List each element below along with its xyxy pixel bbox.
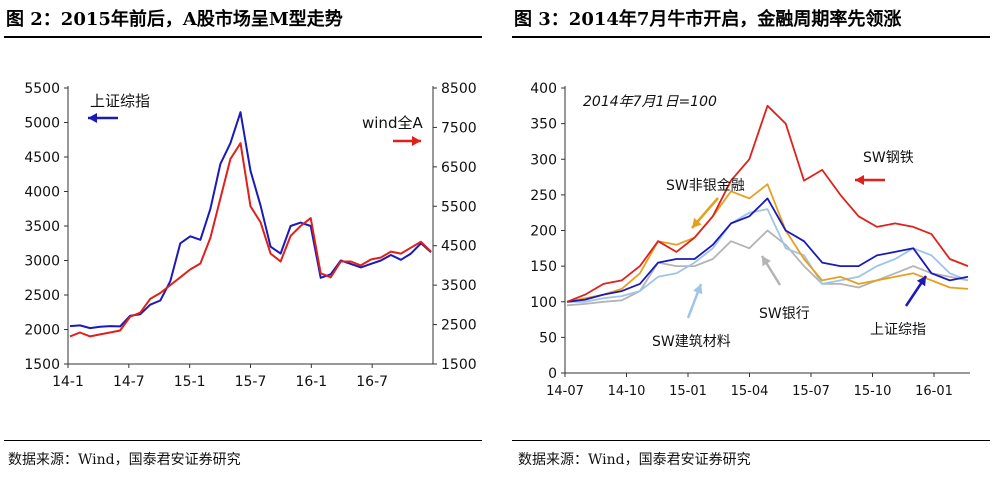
fig3-series-shanghai-composite — [566, 197, 969, 303]
fig3-y-tick-label: 0 — [548, 366, 557, 382]
fig2-series-shanghai-composite — [69, 111, 432, 330]
fig2-x-tick-label: 16-7 — [356, 374, 388, 390]
fig3-series-sw-nonbank-finance — [566, 183, 969, 303]
figure-3-source: 数据来源：Wind，国泰君安证券研究 — [518, 452, 751, 468]
fig3-x-tick-label: 15-07 — [792, 384, 830, 399]
fig3-y-tick-label: 50 — [539, 330, 557, 346]
fig2-series-wind-all-a — [69, 142, 432, 338]
fig3-label-sw-bank: SW银行 — [759, 306, 810, 322]
fig2-annotation-shanghai-composite: 上证综指 — [90, 92, 150, 110]
fig2-left-tick-label: 3000 — [24, 254, 60, 270]
figure-2-bottom-rule — [4, 440, 482, 441]
fig3-x-tick-label: 15-01 — [669, 384, 707, 399]
fig3-arrow-sw-building-materials-head — [693, 284, 703, 295]
fig2-right-tick-label: 4500 — [441, 239, 477, 255]
fig2-annotation-wind-all-a: wind全A — [362, 114, 423, 132]
fig2-left-tick-label: 5000 — [24, 116, 60, 132]
fig2-right-tick-label: 3500 — [441, 278, 477, 294]
fig3-label-sw-nonbank-finance: SW非银金融 — [666, 178, 745, 194]
fig3-arrow-sw-steel-head — [855, 175, 864, 185]
fig2-left-tick-label: 2000 — [24, 323, 60, 339]
fig3-x-tick-label: 15-10 — [854, 384, 892, 399]
fig3-series-sw-building-materials — [567, 208, 969, 303]
fig2-x-tick-label: 16-1 — [295, 374, 327, 390]
fig2-right-tick-label: 2500 — [441, 318, 477, 334]
fig2-annotation-shanghai-arrow-head — [88, 113, 97, 123]
fig2-left-tick-label: 5500 — [24, 81, 60, 97]
fig2-right-tick-label: 5500 — [441, 199, 477, 215]
fig2-annotation-wind-arrow-head — [412, 136, 421, 146]
fig2-left-tick-label: 3500 — [24, 219, 60, 235]
fig3-label-shanghai-composite: 上证综指 — [870, 322, 926, 338]
fig3-y-tick-label: 100 — [530, 295, 557, 311]
fig2-right-tick-label: 8500 — [441, 81, 477, 97]
fig3-y-tick-label: 150 — [530, 259, 557, 275]
fig3-y-tick-label: 200 — [530, 224, 557, 240]
fig3-x-tick-label: 14-07 — [546, 384, 584, 399]
figure-2-title: 图 2：2015年前后，A股市场呈M型走势 — [6, 9, 343, 30]
fig3-y-tick-label: 400 — [530, 81, 557, 97]
figure-2-source: 数据来源：Wind，国泰君安证券研究 — [8, 452, 241, 468]
fig3-series-sw-steel — [566, 104, 969, 303]
fig2-right-tick-label: 1500 — [441, 357, 477, 373]
figure-3-bottom-rule — [512, 440, 990, 441]
fig3-label-sw-steel: SW钢铁 — [863, 150, 914, 166]
fig3-baseline-note: 2014年7月1日=100 — [583, 94, 717, 110]
fig3-arrow-sw-nonbank-finance-head — [692, 217, 702, 228]
fig3-label-sw-building-materials: SW建筑材料 — [652, 334, 731, 350]
figure-3-title-rule — [512, 36, 990, 38]
figure-3-title: 图 3：2014年7月牛市开启，金融周期率先领涨 — [514, 9, 902, 30]
fig2-left-tick-label: 4500 — [24, 150, 60, 166]
fig3-arrow-sw-bank-head — [762, 256, 771, 267]
fig2-x-tick-label: 15-7 — [235, 374, 267, 390]
fig2-left-tick-label: 1500 — [24, 357, 60, 373]
fig2-left-tick-label: 2500 — [24, 288, 60, 304]
figure-2-title-rule — [4, 36, 482, 38]
fig3-x-tick-label: 15-04 — [731, 384, 769, 399]
fig3-y-tick-label: 250 — [530, 188, 557, 204]
fig3-x-tick-label: 14-10 — [608, 384, 646, 399]
fig2-x-tick-label: 14-1 — [52, 374, 84, 390]
fig3-y-tick-label: 350 — [530, 117, 557, 133]
fig3-x-tick-label: 16-01 — [915, 384, 953, 399]
fig2-right-tick-label: 6500 — [441, 160, 477, 176]
fig2-left-tick-label: 4000 — [24, 185, 60, 201]
fig3-y-tick-label: 300 — [530, 152, 557, 168]
fig2-right-tick-label: 7500 — [441, 120, 477, 136]
fig2-x-tick-label: 15-1 — [174, 374, 206, 390]
fig2-x-tick-label: 14-7 — [113, 374, 145, 390]
fig3-series-sw-bank — [566, 229, 969, 307]
fig3-arrow-shanghai-composite-head — [916, 276, 926, 287]
